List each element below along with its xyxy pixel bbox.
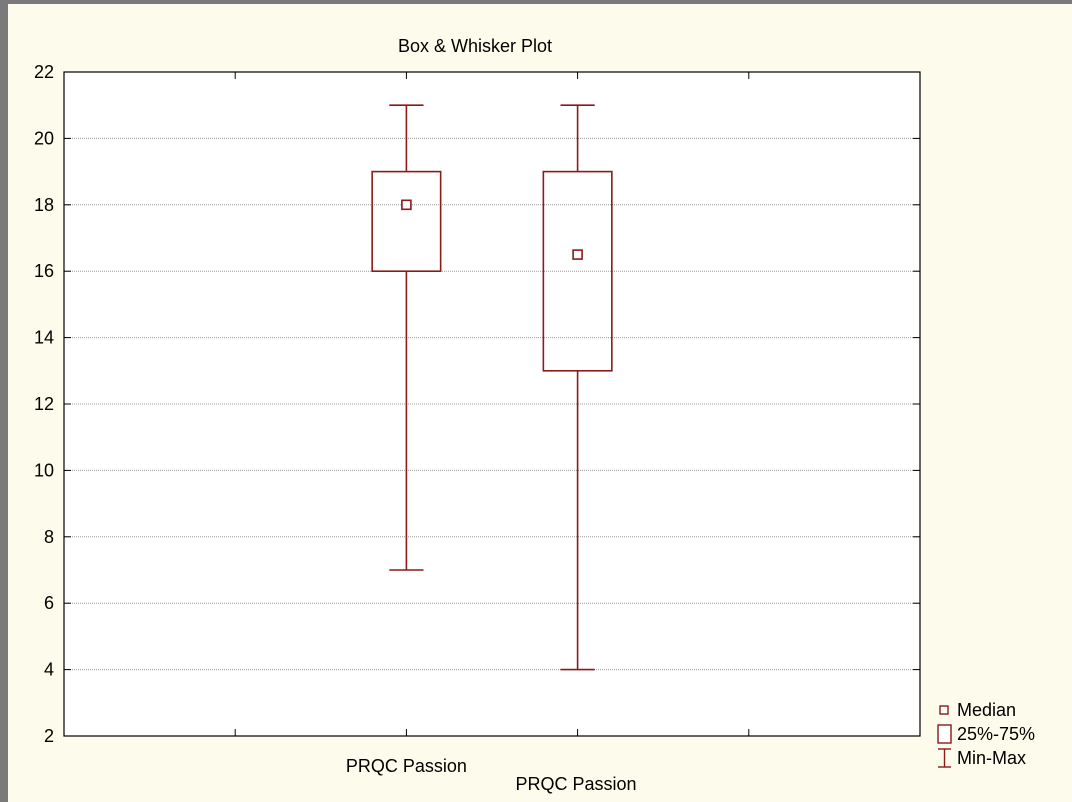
legend-median-icon <box>939 705 949 715</box>
legend-label: Min-Max <box>957 748 1026 768</box>
axes: 2 4 6 8 10 12 14 16 18 20 22 PRQC Passion <box>34 62 920 776</box>
y-tick-label: 6 <box>44 593 54 613</box>
box-plot <box>371 104 442 571</box>
legend-item: Min-Max <box>938 748 1026 768</box>
legend-label: Median <box>957 700 1016 720</box>
median-marker <box>572 249 583 260</box>
y-tick-label: 4 <box>44 660 54 680</box>
chart-title: Box & Whisker Plot <box>398 36 552 56</box>
y-tick-label: 8 <box>44 527 54 547</box>
median-marker <box>401 199 412 211</box>
box-plot <box>542 104 613 671</box>
y-tick-label: 20 <box>34 128 54 148</box>
y-tick-label: 2 <box>44 726 54 746</box>
iqr-box <box>371 170 442 273</box>
legend-item: Median <box>939 700 1016 720</box>
y-tick-label: 22 <box>34 62 54 82</box>
grid-lines <box>64 137 920 671</box>
legend-box-icon <box>937 724 952 744</box>
y-tick-label: 16 <box>34 261 54 281</box>
x-axis-title: PRQC Passion <box>515 774 636 794</box>
x-tick-label: PRQC Passion <box>346 756 467 776</box>
legend: Median 25%-75% Min-Max <box>937 700 1035 768</box>
y-tick-label: 12 <box>34 394 54 414</box>
iqr-box <box>542 170 613 372</box>
y-tick-label: 10 <box>34 460 54 480</box>
legend-item: 25%-75% <box>937 724 1035 744</box>
box-plots <box>371 104 613 671</box>
y-tick-label: 18 <box>34 195 54 215</box>
y-tick-label: 14 <box>34 328 54 348</box>
box-whisker-chart: Box & Whisker Plot 2 4 6 8 10 12 14 16 18 20 22 PRQ… <box>34 36 1035 794</box>
legend-minmax-icon <box>938 748 951 768</box>
legend-label: 25%-75% <box>957 724 1035 744</box>
